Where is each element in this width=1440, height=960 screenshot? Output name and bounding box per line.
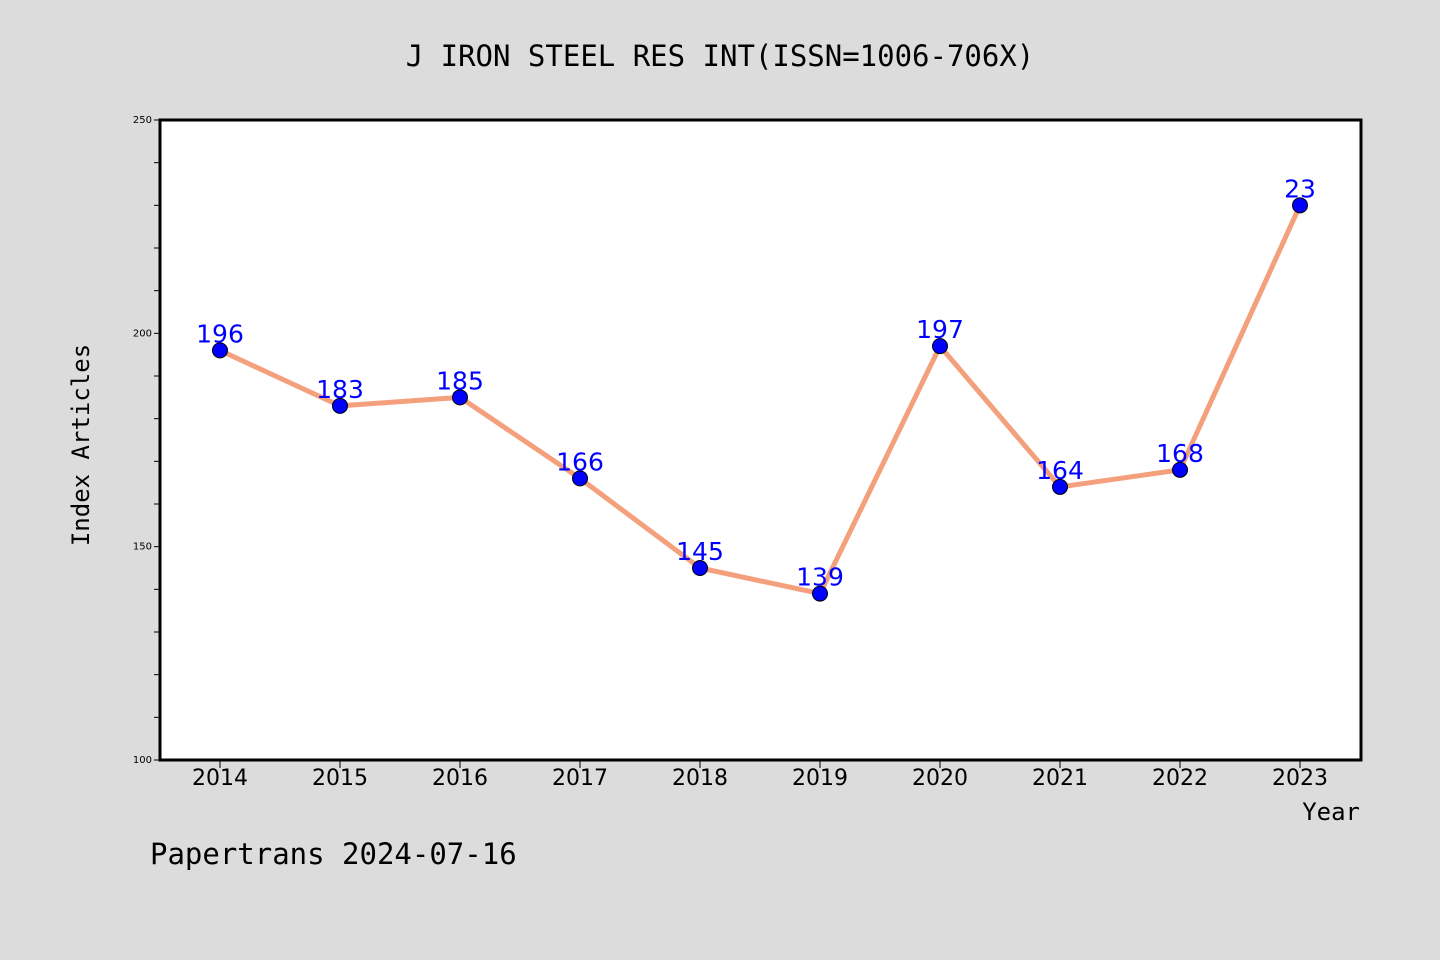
y-tick-label: 250 (133, 115, 152, 126)
data-label: 196 (196, 319, 244, 348)
y-axis-label: Index Articles (67, 344, 95, 546)
x-axis-ticks: 2014 2015 2016 2017 2018 2019 2020 2021 2022 2023 (192, 760, 1328, 791)
marker-layer (212, 197, 1308, 602)
x-tick-label: 2016 (432, 766, 488, 791)
series-line (217, 202, 1303, 597)
x-tick-label: 2022 (1152, 766, 1208, 791)
x-tick-label: 2017 (552, 766, 608, 791)
data-point (1052, 478, 1068, 495)
data-point (1292, 197, 1308, 214)
data-label: 23 (1284, 174, 1316, 203)
data-point (212, 342, 228, 359)
data-label-layer: 196 183 185 166 145 139 197 164 168 23 (196, 174, 1316, 591)
x-tick-label: 2015 (312, 766, 368, 791)
x-tick-label: 2021 (1032, 766, 1088, 791)
data-label: 168 (1156, 439, 1204, 468)
y-tick-label: 200 (133, 328, 152, 339)
data-point (932, 338, 948, 355)
data-label: 197 (916, 315, 964, 344)
x-tick-label: 2018 (672, 766, 728, 791)
y-axis-ticks: 100 150 200 250 (133, 115, 160, 766)
y-tick-label: 150 (133, 542, 152, 553)
watermark-text: Papertrans 2024-07-16 (150, 837, 517, 871)
x-tick-label: 2019 (792, 766, 848, 791)
data-label: 183 (316, 375, 364, 404)
x-axis-label: Year (1302, 798, 1360, 826)
series-layer (217, 202, 1303, 597)
x-tick-label: 2014 (192, 766, 248, 791)
data-label: 166 (556, 447, 604, 476)
data-label: 139 (796, 563, 844, 592)
plot-area (158, 118, 1363, 762)
data-label: 185 (436, 366, 484, 395)
data-point (692, 560, 708, 576)
data-point (332, 397, 348, 414)
data-point (1172, 461, 1188, 478)
data-point (812, 585, 828, 602)
data-label: 164 (1036, 456, 1084, 485)
data-point (572, 470, 588, 487)
x-tick-label: 2023 (1272, 766, 1328, 791)
data-point (452, 389, 468, 406)
data-label: 145 (676, 537, 724, 566)
y-tick-label: 100 (133, 755, 152, 766)
x-tick-label: 2020 (912, 766, 968, 791)
chart-title: J IRON STEEL RES INT(ISSN=1006-706X) (406, 39, 1035, 73)
